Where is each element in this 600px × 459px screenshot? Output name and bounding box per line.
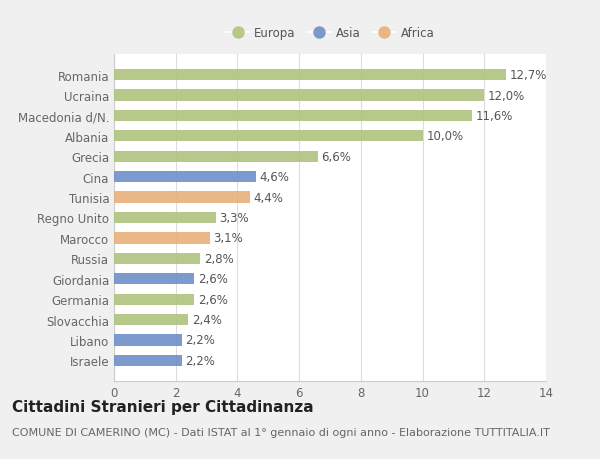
Text: 2,8%: 2,8%: [204, 252, 234, 265]
Bar: [114, 233, 209, 244]
Bar: [114, 172, 256, 183]
Text: 2,2%: 2,2%: [185, 334, 215, 347]
Text: 12,0%: 12,0%: [488, 90, 525, 102]
Bar: [114, 70, 506, 81]
Bar: [114, 213, 216, 224]
Bar: [114, 314, 188, 325]
Bar: [114, 111, 472, 122]
Text: 3,3%: 3,3%: [220, 212, 249, 224]
Bar: [114, 274, 194, 285]
Text: 2,6%: 2,6%: [198, 273, 228, 285]
Bar: [114, 131, 422, 142]
Text: 4,4%: 4,4%: [253, 191, 283, 204]
Bar: [114, 294, 194, 305]
Bar: [114, 355, 182, 366]
Text: 11,6%: 11,6%: [476, 110, 513, 123]
Bar: [114, 335, 182, 346]
Legend: Europa, Asia, Africa: Europa, Asia, Africa: [221, 22, 439, 44]
Text: Cittadini Stranieri per Cittadinanza: Cittadini Stranieri per Cittadinanza: [12, 399, 314, 414]
Bar: [114, 151, 317, 162]
Text: COMUNE DI CAMERINO (MC) - Dati ISTAT al 1° gennaio di ogni anno - Elaborazione T: COMUNE DI CAMERINO (MC) - Dati ISTAT al …: [12, 427, 550, 437]
Text: 2,4%: 2,4%: [192, 313, 221, 326]
Text: 6,6%: 6,6%: [322, 151, 351, 163]
Bar: [114, 90, 484, 101]
Bar: [114, 192, 250, 203]
Text: 4,6%: 4,6%: [260, 171, 290, 184]
Text: 12,7%: 12,7%: [509, 69, 547, 82]
Text: 2,6%: 2,6%: [198, 293, 228, 306]
Text: 3,1%: 3,1%: [214, 232, 243, 245]
Bar: [114, 253, 200, 264]
Text: 10,0%: 10,0%: [426, 130, 463, 143]
Text: 2,2%: 2,2%: [185, 354, 215, 367]
